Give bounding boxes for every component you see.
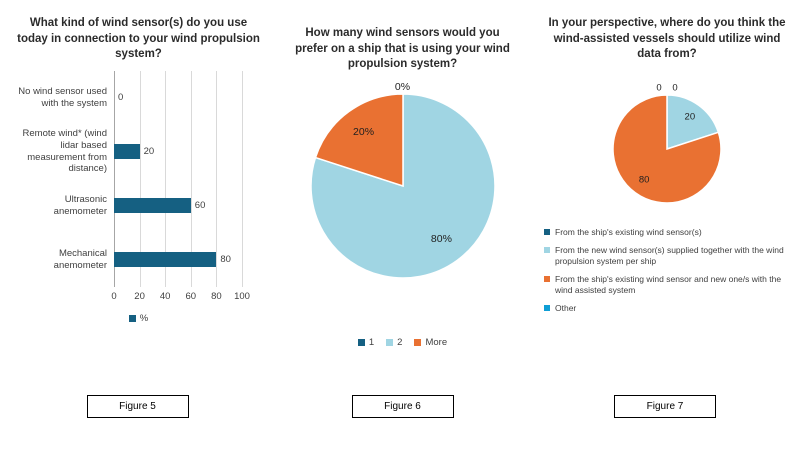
legend-label: 2 [397, 336, 403, 348]
pie-chart-fig7: 20 80 0 0 [540, 82, 794, 205]
gridline [216, 70, 218, 287]
legend-item: From the ship's existing wind sensor(s) [544, 227, 794, 238]
legend-label: From the ship's existing wind sensor(s) [555, 226, 702, 237]
pie-svg [612, 93, 722, 204]
pie-svg [309, 92, 496, 279]
bar [114, 252, 217, 268]
legend-swatch [544, 304, 550, 311]
gridline [190, 70, 192, 287]
pie-data-label: 0 [656, 82, 662, 94]
bar [114, 144, 140, 160]
legend-item: % [128, 312, 149, 324]
x-axis-tick-label: 40 [159, 290, 171, 302]
legend-item: More [414, 337, 447, 348]
figure7-label-box: Figure 7 [614, 395, 716, 418]
x-axis-tick-label: 60 [185, 290, 197, 302]
bar-category-label: No wind sensor used with the system [18, 85, 107, 109]
pie-slice [314, 92, 404, 187]
x-axis-tick-label: 100 [234, 290, 250, 302]
figure5-label-box: Figure 5 [86, 395, 189, 418]
bar-category-label: Mechanical anemometer [53, 247, 107, 271]
gridline [139, 70, 141, 287]
bar-value-label: 0 [118, 91, 124, 103]
legend-label: More [425, 336, 448, 348]
pie-data-label: 80 [638, 174, 650, 186]
figure6-panel: How many wind sensors would you prefer o… [275, 0, 530, 450]
legend-swatch [544, 246, 550, 253]
legend-label: From the ship's existing wind sensor and… [555, 273, 782, 295]
x-axis-tick-label: 80 [211, 290, 222, 302]
bar-legend-fig5: % [10, 313, 267, 324]
legend-label: Other [555, 302, 577, 313]
figure5-label: Figure 5 [119, 401, 156, 412]
pie-slice [666, 93, 720, 150]
legend-swatch [414, 338, 422, 346]
pie: 80% 20% 0% [308, 81, 498, 281]
pie-legend-fig7: From the ship's existing wind sensor(s) F… [540, 227, 794, 321]
figure6-label-box: Figure 6 [351, 395, 454, 418]
bar-plot: No wind sensor used with the system Remot… [12, 70, 267, 305]
x-axis-tick-label: 0 [111, 290, 117, 302]
x-axis-tick-label: 20 [134, 290, 145, 302]
pie-data-label: 0% [394, 80, 411, 93]
bar [114, 198, 191, 214]
pie-chart-fig6: 80% 20% 0% [279, 81, 526, 281]
bar-value-label: 20 [143, 145, 155, 157]
pie-data-label: 20% [353, 125, 375, 138]
legend-item: 2 [386, 337, 402, 348]
pie-legend-fig6: 1 2 More [279, 337, 526, 348]
legend-swatch [357, 338, 365, 346]
bar-plot-wrap: 0 20 60 80 0 20 40 60 80 100 [111, 70, 256, 305]
figure5-panel: What kind of wind sensor(s) do you use t… [0, 0, 275, 450]
chart-title-fig7: In your perspective, where do you think … [548, 17, 786, 61]
gridline [165, 70, 167, 287]
chart-title-fig6: How many wind sensors would you prefer o… [295, 27, 510, 71]
bar-category-label: Ultrasonic anemometer [53, 193, 107, 217]
legend-swatch [544, 275, 550, 282]
bar-category-label: Remote wind* (wind lidar based measureme… [22, 127, 107, 175]
bar-value-label: 60 [194, 199, 206, 211]
pie-data-label: 20 [684, 111, 696, 123]
pie: 20 80 0 0 [611, 82, 723, 205]
figure7-panel: In your perspective, where do you think … [530, 0, 800, 450]
legend-item: Other [544, 303, 794, 314]
pie-slice [612, 93, 722, 204]
bar-plot-area: 0 20 60 80 [114, 70, 243, 287]
legend-label: % [139, 312, 149, 324]
legend-label: From the new wind sensor(s) supplied tog… [555, 244, 784, 266]
gridline [114, 70, 115, 287]
pie-data-label: 0 [672, 82, 678, 94]
legend-swatch [386, 338, 394, 346]
bar-category-labels: No wind sensor used with the system Remot… [12, 71, 114, 305]
legend-label: 1 [368, 336, 375, 348]
bar-x-axis: 0 20 40 60 80 100 [111, 290, 250, 305]
legend-item: From the ship's existing wind sensor and… [544, 274, 794, 296]
bar-chart-fig5: No wind sensor used with the system Remot… [10, 70, 267, 305]
bar-value-label: 80 [220, 253, 231, 265]
chart-title-fig5: What kind of wind sensor(s) do you use t… [17, 17, 260, 61]
figure7-label: Figure 7 [646, 401, 684, 412]
pie-data-label: 80% [430, 233, 452, 246]
gridline [242, 70, 243, 287]
legend-swatch [128, 314, 136, 322]
figure6-label: Figure 6 [384, 401, 421, 412]
legend-item: From the new wind sensor(s) supplied tog… [544, 245, 794, 267]
legend-item: 1 [357, 336, 375, 348]
legend-swatch [544, 228, 550, 235]
